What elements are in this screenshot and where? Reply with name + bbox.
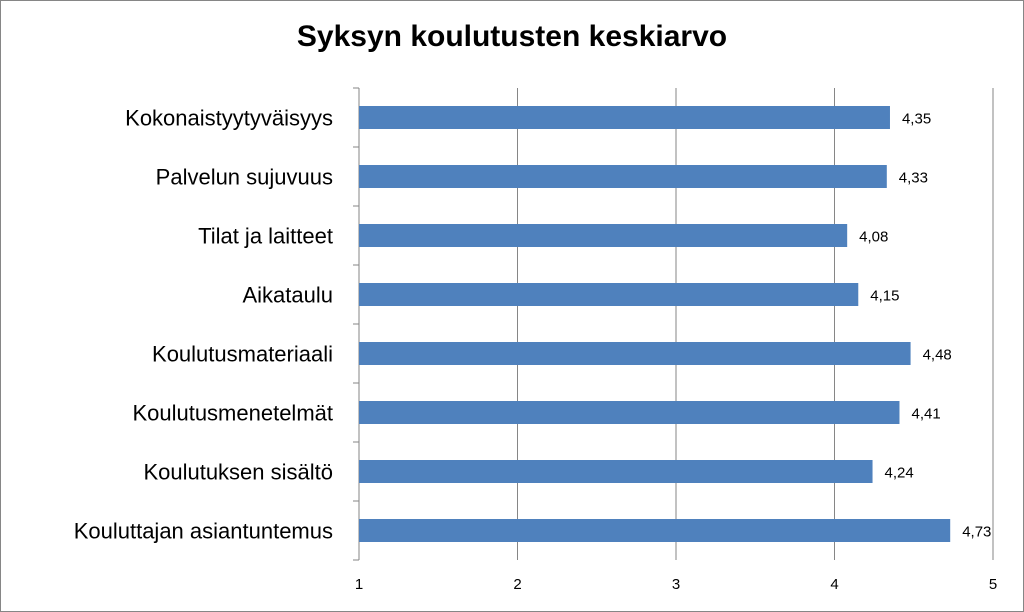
bar	[359, 342, 911, 365]
x-tick-label: 3	[672, 576, 680, 593]
category-label: Koulutusmenetelmät	[132, 401, 333, 426]
bar	[359, 401, 900, 424]
category-label: Kouluttajan asiantuntemus	[74, 519, 333, 544]
bar	[359, 460, 873, 483]
category-label: Palvelun sujuvuus	[156, 165, 333, 190]
data-label: 4,35	[902, 111, 931, 128]
bar	[359, 106, 890, 129]
data-label: 4,73	[962, 524, 991, 541]
category-label: Kokonaistyytyväisyys	[125, 106, 333, 131]
data-label: 4,48	[923, 347, 952, 364]
data-label: 4,08	[859, 229, 888, 246]
chart-title: Syksyn koulutusten keskiarvo	[296, 20, 728, 53]
bar	[359, 224, 848, 247]
category-label: Tilat ja laitteet	[198, 224, 333, 249]
data-label: 4,15	[870, 288, 899, 305]
bar	[359, 165, 887, 188]
data-label: 4,33	[899, 170, 928, 187]
x-tick-label: 2	[513, 576, 521, 593]
category-label: Aikataulu	[242, 283, 333, 308]
x-tick-label: 5	[989, 576, 997, 593]
data-label: 4,41	[911, 406, 940, 423]
bar	[359, 519, 951, 542]
data-label: 4,24	[885, 465, 914, 482]
category-label: Koulutusmateriaali	[152, 342, 333, 367]
x-tick-label: 1	[355, 576, 363, 593]
category-label: Koulutuksen sisältö	[143, 460, 333, 485]
x-tick-label: 4	[830, 576, 838, 593]
bar	[359, 283, 859, 306]
